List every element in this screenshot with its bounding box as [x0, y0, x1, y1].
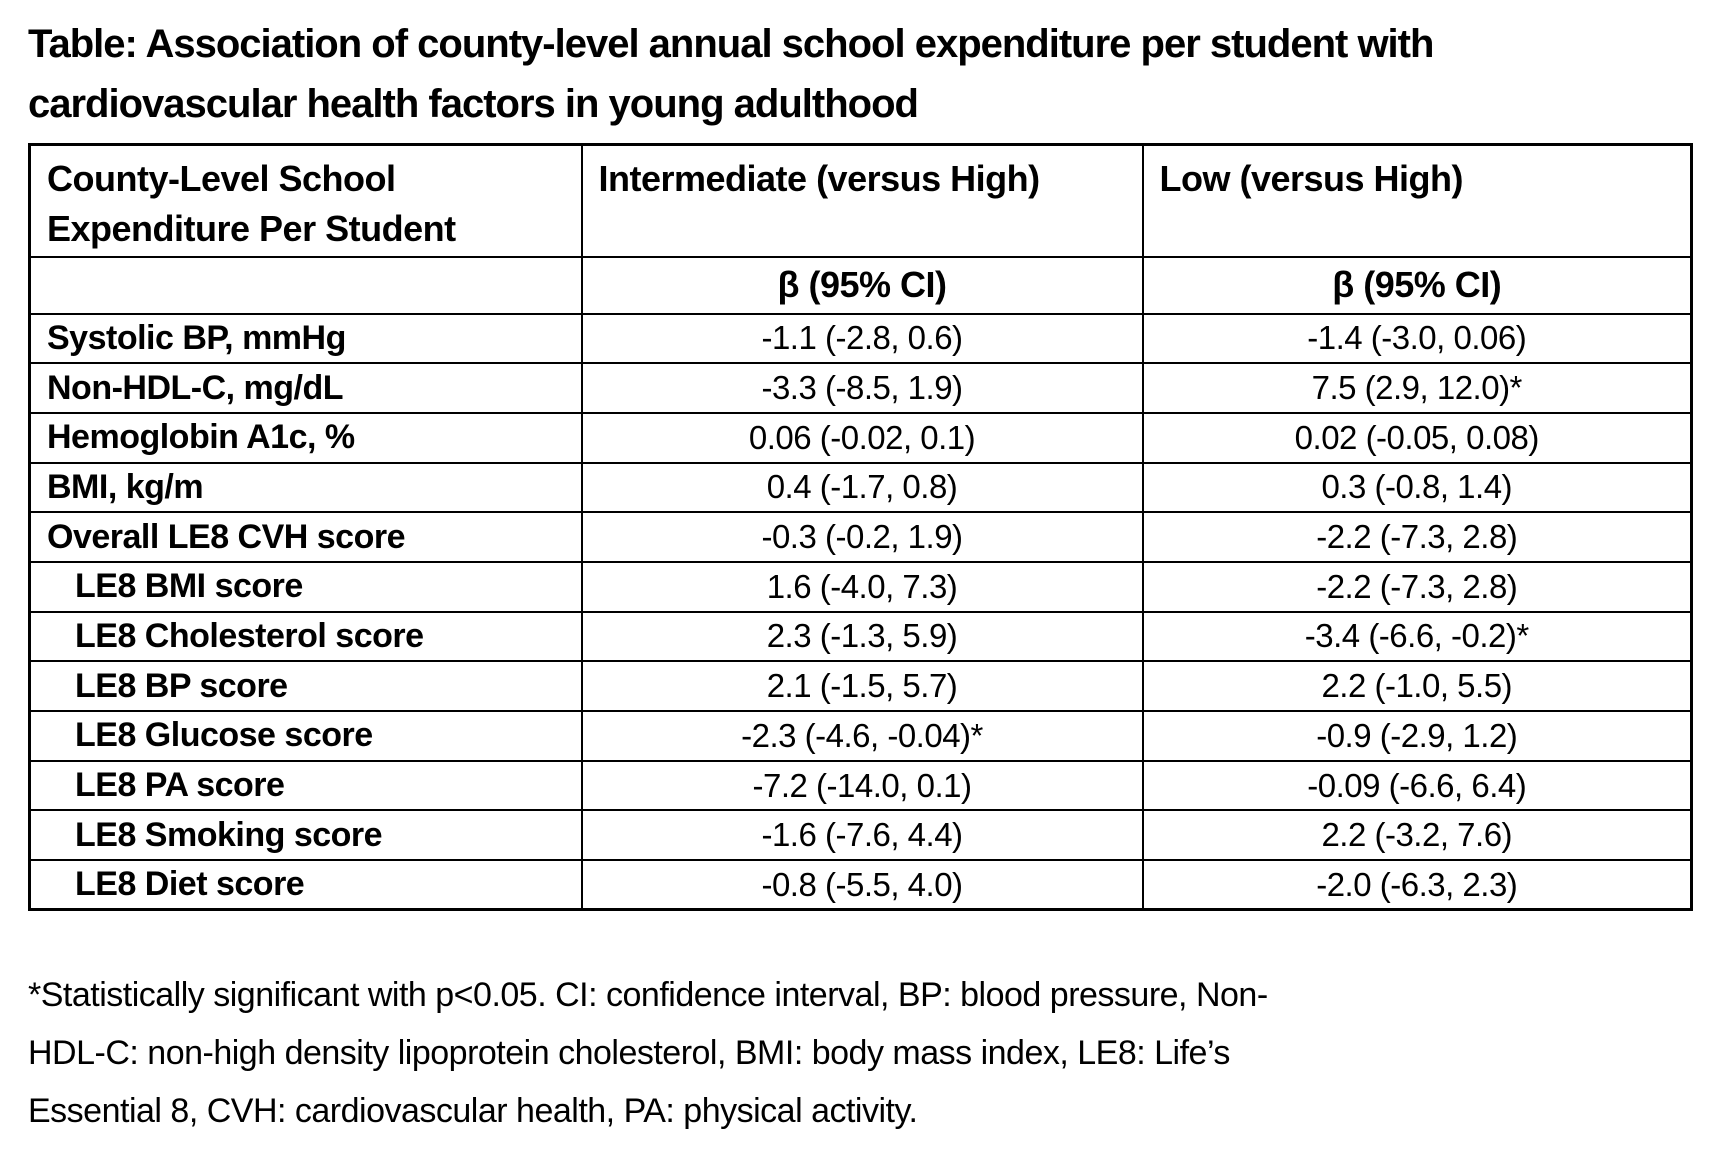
row-label: LE8 Smoking score: [28, 809, 583, 862]
row-label: Hemoglobin A1c, %: [28, 411, 583, 464]
footnote-line2: HDL-C: non-high density lipoprotein chol…: [28, 1034, 1230, 1072]
table-title-line2: cardiovascular health factors in young a…: [28, 82, 919, 126]
low-value: -3.4 (-6.6, -0.2)*: [1141, 610, 1693, 663]
low-value: -1.4 (-3.0, 0.06): [1141, 312, 1693, 365]
row-label: LE8 PA score: [28, 759, 583, 812]
low-value: -0.09 (-6.6, 6.4): [1141, 759, 1693, 812]
intermediate-value: -3.3 (-8.5, 1.9): [580, 362, 1144, 414]
row-label: BMI, kg/m: [28, 461, 583, 514]
table-row-le8-cholesterol: LE8 Cholesterol score 2.3 (-1.3, 5.9) -3…: [28, 610, 1693, 663]
row-label: LE8 BP score: [28, 660, 583, 712]
footnote: *Statistically significant with p<0.05. …: [28, 966, 1268, 1140]
table-row-le8-diet: LE8 Diet score -0.8 (-5.5, 4.0) -2.0 (-6…: [28, 859, 1693, 911]
column-header-low: Low (versus High): [1141, 143, 1693, 258]
beta-ci-header-intermediate: β (95% CI): [580, 255, 1144, 315]
table-title-line1: Table: Association of county-level annua…: [28, 22, 1434, 66]
low-value: 0.02 (-0.05, 0.08): [1141, 411, 1693, 464]
row-label: LE8 Diet score: [28, 859, 583, 911]
footnote-line1: *Statistically significant with p<0.05. …: [28, 976, 1268, 1014]
low-value: -0.9 (-2.9, 1.2): [1141, 710, 1693, 762]
column-header-intermediate: Intermediate (versus High): [580, 143, 1144, 258]
table-row-non-hdl-c: Non-HDL-C, mg/dL -3.3 (-8.5, 1.9) 7.5 (2…: [28, 362, 1693, 414]
intermediate-value: -7.2 (-14.0, 0.1): [580, 759, 1144, 812]
intermediate-value: -1.1 (-2.8, 0.6): [580, 312, 1144, 365]
table-row-hemoglobin-a1c: Hemoglobin A1c, % 0.06 (-0.02, 0.1) 0.02…: [28, 411, 1693, 464]
subheader-row: β (95% CI) β (95% CI): [28, 255, 1693, 315]
low-value: 2.2 (-3.2, 7.6): [1141, 809, 1693, 862]
row-label: Non-HDL-C, mg/dL: [28, 362, 583, 414]
table-row-overall-le8-cvh: Overall LE8 CVH score -0.3 (-0.2, 1.9) -…: [28, 511, 1693, 563]
table-row-le8-bmi: LE8 BMI score 1.6 (-4.0, 7.3) -2.2 (-7.3…: [28, 560, 1693, 613]
table-row-le8-glucose: LE8 Glucose score -2.3 (-4.6, -0.04)* -0…: [28, 710, 1693, 762]
intermediate-value: 2.3 (-1.3, 5.9): [580, 610, 1144, 663]
table-row-systolic-bp: Systolic BP, mmHg -1.1 (-2.8, 0.6) -1.4 …: [28, 312, 1693, 365]
low-value: -2.2 (-7.3, 2.8): [1141, 560, 1693, 613]
row-label: Systolic BP, mmHg: [28, 312, 583, 365]
low-value: 2.2 (-1.0, 5.5): [1141, 660, 1693, 712]
intermediate-value: 0.06 (-0.02, 0.1): [580, 411, 1144, 464]
row-label: LE8 Glucose score: [28, 710, 583, 762]
low-value: 0.3 (-0.8, 1.4): [1141, 461, 1693, 514]
intermediate-value: 0.4 (-1.7, 0.8): [580, 461, 1144, 514]
footnote-line3: Essential 8, CVH: cardiovascular health,…: [28, 1092, 918, 1130]
intermediate-value: -0.3 (-0.2, 1.9): [580, 511, 1144, 563]
row-label: LE8 BMI score: [28, 560, 583, 613]
low-value: -2.0 (-6.3, 2.3): [1141, 859, 1693, 911]
table-row-bmi: BMI, kg/m 0.4 (-1.7, 0.8) 0.3 (-0.8, 1.4…: [28, 461, 1693, 514]
intermediate-value: -1.6 (-7.6, 4.4): [580, 809, 1144, 862]
results-table: County-Level School Expenditure Per Stud…: [28, 143, 1693, 912]
header-row: County-Level School Expenditure Per Stud…: [28, 143, 1693, 258]
low-value: -2.2 (-7.3, 2.8): [1141, 511, 1693, 563]
low-value: 7.5 (2.9, 12.0)*: [1141, 362, 1693, 414]
row-label: LE8 Cholesterol score: [28, 610, 583, 663]
beta-ci-header-low: β (95% CI): [1141, 255, 1693, 315]
column-header-expenditure: County-Level School Expenditure Per Stud…: [28, 143, 583, 258]
table-row-le8-bp: LE8 BP score 2.1 (-1.5, 5.7) 2.2 (-1.0, …: [28, 660, 1693, 712]
table-row-le8-smoking: LE8 Smoking score -1.6 (-7.6, 4.4) 2.2 (…: [28, 809, 1693, 862]
table-title: Table: Association of county-level annua…: [28, 14, 1434, 134]
table-row-le8-pa: LE8 PA score -7.2 (-14.0, 0.1) -0.09 (-6…: [28, 759, 1693, 812]
empty-header-cell: [28, 255, 583, 315]
intermediate-value: -0.8 (-5.5, 4.0): [580, 859, 1144, 911]
row-label: Overall LE8 CVH score: [28, 511, 583, 563]
intermediate-value: -2.3 (-4.6, -0.04)*: [580, 710, 1144, 762]
intermediate-value: 1.6 (-4.0, 7.3): [580, 560, 1144, 613]
intermediate-value: 2.1 (-1.5, 5.7): [580, 660, 1144, 712]
